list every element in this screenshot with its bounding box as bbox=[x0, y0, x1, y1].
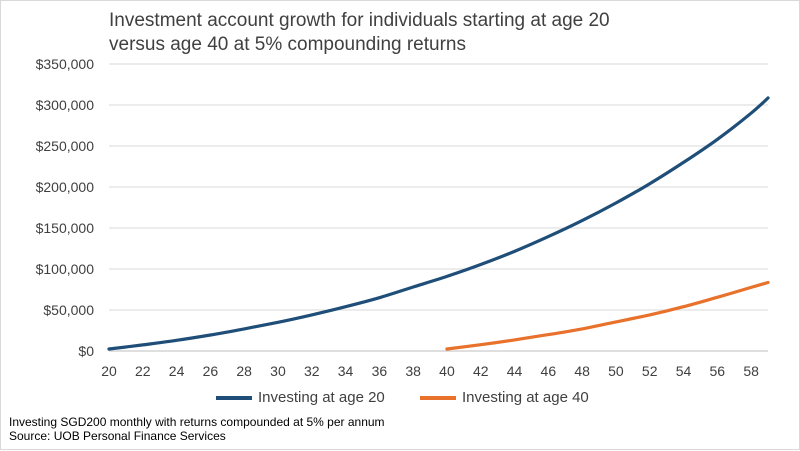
x-tick-label: 58 bbox=[743, 363, 759, 379]
x-tick-label: 26 bbox=[203, 363, 219, 379]
x-tick-label: 50 bbox=[608, 363, 624, 379]
series-line-age-40 bbox=[445, 280, 770, 351]
x-tick-label: 56 bbox=[710, 363, 726, 379]
chart-title-line-2: versus age 40 at 5% compounding returns bbox=[109, 34, 466, 55]
x-tick-label: 24 bbox=[169, 363, 185, 379]
x-tick-label: 36 bbox=[372, 363, 388, 379]
chart-title: Investment account growth for individual… bbox=[109, 9, 769, 57]
legend-item-age-20: Investing at age 20 bbox=[216, 389, 385, 406]
x-tick-label: 54 bbox=[676, 363, 692, 379]
x-tick-label: 28 bbox=[236, 363, 252, 379]
chart-legend: Investing at age 20 Investing at age 40 bbox=[1, 389, 800, 409]
chart-footnote: Investing SGD200 monthly with returns co… bbox=[9, 415, 385, 443]
y-tick-label: $100,000 bbox=[36, 261, 95, 277]
y-tick-label: $50,000 bbox=[43, 302, 94, 318]
x-tick-label: 40 bbox=[439, 363, 455, 379]
x-tick-label: 38 bbox=[405, 363, 421, 379]
x-tick-label: 34 bbox=[338, 363, 354, 379]
x-tick-label: 30 bbox=[270, 363, 286, 379]
y-tick-label: $300,000 bbox=[36, 97, 95, 113]
x-tick-label: 44 bbox=[507, 363, 523, 379]
footnote-methodology: Investing SGD200 monthly with returns co… bbox=[9, 415, 385, 429]
legend-label: Investing at age 20 bbox=[258, 389, 385, 406]
legend-label: Investing at age 40 bbox=[462, 389, 589, 406]
x-tick-label: 22 bbox=[135, 363, 151, 379]
series-line-age-20 bbox=[107, 96, 770, 351]
legend-swatch bbox=[216, 395, 252, 400]
x-tick-label: 52 bbox=[642, 363, 658, 379]
y-tick-label: $250,000 bbox=[36, 138, 95, 154]
y-tick-label: $150,000 bbox=[36, 220, 95, 236]
x-tick-label: 42 bbox=[473, 363, 489, 379]
y-tick-label: $350,000 bbox=[36, 56, 95, 72]
chart-title-line-1: Investment account growth for individual… bbox=[109, 10, 610, 31]
y-tick-label: $0 bbox=[78, 343, 94, 359]
x-tick-label: 46 bbox=[541, 363, 557, 379]
y-tick-label: $200,000 bbox=[36, 179, 95, 195]
x-tick-label: 20 bbox=[101, 363, 117, 379]
legend-item-age-40: Investing at age 40 bbox=[420, 389, 589, 406]
footnote-source: Source: UOB Personal Finance Services bbox=[9, 429, 226, 443]
x-tick-label: 48 bbox=[574, 363, 590, 379]
legend-swatch bbox=[420, 395, 456, 400]
x-tick-label: 32 bbox=[304, 363, 320, 379]
